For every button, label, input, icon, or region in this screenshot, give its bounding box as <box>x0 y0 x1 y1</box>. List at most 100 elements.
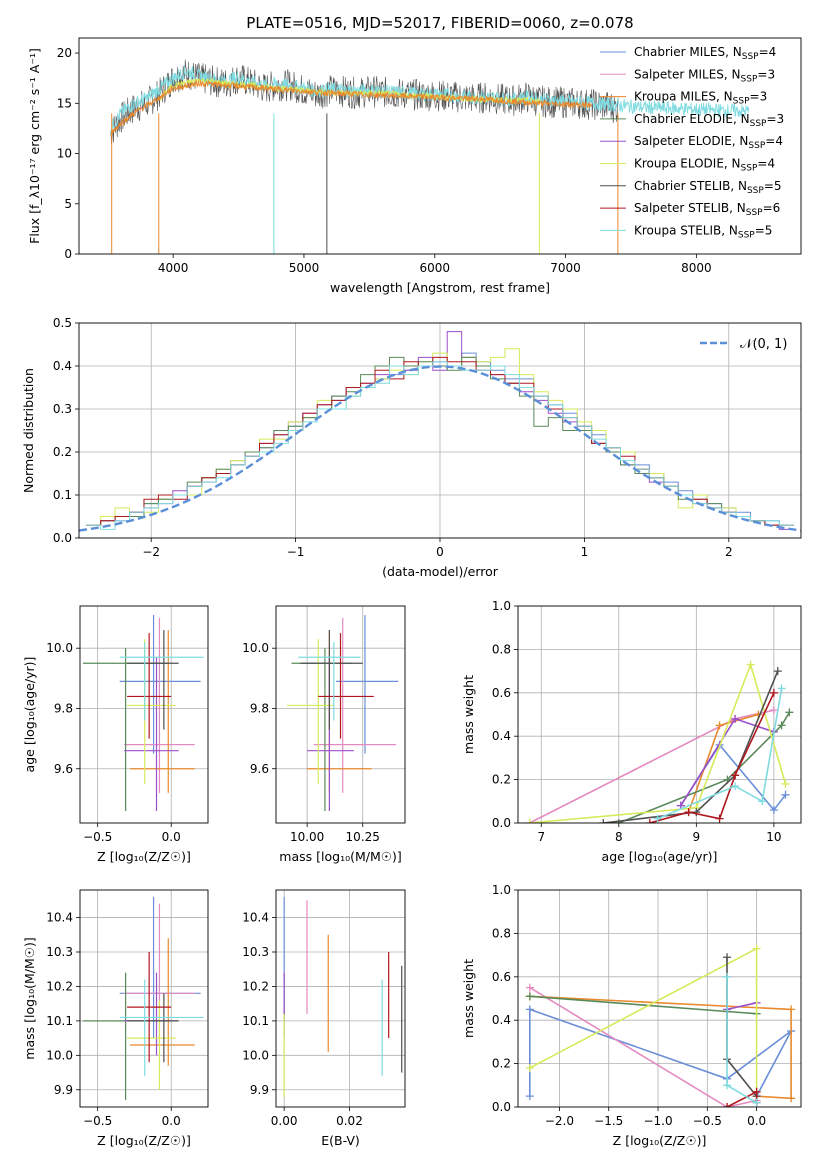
y-tick-label: 10.4 <box>242 911 269 925</box>
y-axis-label: age [log₁₀(age/yr)] <box>22 657 37 773</box>
weight-marker <box>769 805 778 814</box>
x-tick-label: 8 <box>615 830 623 844</box>
x-tick-label: 0.0 <box>162 1114 181 1128</box>
y-axis-label: Normed distribution <box>21 368 36 493</box>
plot-area <box>276 890 405 1107</box>
histogram-step <box>86 361 794 530</box>
weight-line <box>618 711 791 823</box>
y-tick-label: 9.8 <box>54 701 73 715</box>
weight-marker <box>653 814 662 823</box>
y-tick-label: 0.2 <box>492 1057 511 1071</box>
x-tick-label: 10.00 <box>290 830 324 844</box>
weight-line <box>726 976 758 1104</box>
weight-marker <box>723 1081 732 1090</box>
weight-marker <box>723 953 732 962</box>
x-tick-label: −0.5 <box>83 1114 112 1128</box>
x-tick-label: 0.02 <box>336 1114 363 1128</box>
weight-marker <box>525 1005 534 1014</box>
axes-frame <box>517 605 802 824</box>
plot-area <box>276 606 405 823</box>
axes-frame <box>275 605 406 824</box>
x-tick-label: 7000 <box>550 261 581 275</box>
x-tick-label: 5000 <box>289 261 320 275</box>
weight-marker <box>525 1063 534 1072</box>
x-tick-label: 6000 <box>419 261 450 275</box>
x-tick-label: −0.5 <box>83 830 112 844</box>
x-tick-label: 10 <box>766 830 781 844</box>
plot-area <box>80 606 208 823</box>
weight-line <box>687 713 759 813</box>
weight-marker <box>731 714 740 723</box>
y-tick-label: 0.5 <box>53 316 72 330</box>
x-axis-label: Z [log₁₀(Z/Z☉)] <box>613 1133 707 1148</box>
weight-marker <box>715 721 724 730</box>
weight-line <box>528 1008 792 1097</box>
x-tick-label: 8000 <box>681 261 712 275</box>
y-tick-label: 9.8 <box>250 701 269 715</box>
y-tick-label: 0.4 <box>53 359 72 373</box>
x-axis-label: Z [log₁₀(Z/Z☉)] <box>97 1133 191 1148</box>
weight-marker <box>645 819 654 823</box>
y-tick-label: 0.2 <box>53 445 72 459</box>
y-tick-label: 10.2 <box>46 979 73 993</box>
panel-age_vs_mass: 10.00 10.25 9.6 9.8 10.0 mass [log₁₀(M/M☉)] <box>242 605 406 864</box>
y-tick-label: 10.2 <box>242 979 269 993</box>
x-tick-label: 9 <box>693 830 701 844</box>
weight-marker <box>781 779 790 788</box>
weight-marker <box>787 1005 796 1014</box>
weight-marker <box>746 660 755 669</box>
legend-label: Chabrier ELODIE, NSSP=3 <box>634 112 784 129</box>
legend-label: Chabrier STELIB, NSSP=5 <box>634 179 782 196</box>
y-axis-label: mass weight <box>461 675 476 754</box>
y-tick-label: 20 <box>57 46 72 60</box>
weight-line <box>657 688 783 820</box>
x-axis-label: mass [log₁₀(M/M☉)] <box>279 849 401 864</box>
axes-frame <box>275 889 406 1108</box>
weight-marker <box>525 1092 534 1101</box>
legend-label: Salpeter MILES, NSSP=3 <box>634 67 775 84</box>
x-tick-label: −2.0 <box>545 1114 574 1128</box>
weight-marker <box>614 819 623 823</box>
x-axis-label: age [log₁₀(age/yr)] <box>602 849 718 864</box>
panel-residuals: −2 −1 0 1 2 0.0 0.1 0.2 0.3 0.4 0.5 (data-model)/er… <box>21 316 802 579</box>
y-tick-label: 10.0 <box>46 641 73 655</box>
y-axis-label: mass [log₁₀(M/M☉)] <box>22 937 37 1059</box>
weight-marker <box>777 721 786 730</box>
y-tick-label: 10 <box>57 147 72 161</box>
weight-marker <box>773 667 782 676</box>
y-tick-label: 10.0 <box>46 1048 73 1062</box>
figure-title: PLATE=0516, MJD=52017, FIBERID=0060, z=0… <box>246 14 633 32</box>
x-axis-label: Z [log₁₀(Z/Z☉)] <box>97 849 191 864</box>
y-tick-label: 0 <box>64 247 72 261</box>
y-tick-label: 5 <box>64 197 72 211</box>
y-tick-label: 9.6 <box>250 762 269 776</box>
panel-age_vs_Z: −0.5 0.0 9.6 9.8 10.0 Z [log₁₀(Z/Z☉)] age [log… <box>22 605 209 864</box>
weight-marker <box>758 797 767 806</box>
y-tick-label: 0.6 <box>492 970 511 984</box>
y-tick-label: 1.0 <box>492 599 511 613</box>
plot-area <box>109 59 750 254</box>
weight-marker <box>787 1094 796 1103</box>
plot-area <box>518 606 801 823</box>
x-tick-label: −0.5 <box>693 1114 722 1128</box>
legend-label: Salpeter ELODIE, NSSP=4 <box>634 134 783 151</box>
weight-line <box>529 995 757 1015</box>
plot-area <box>80 890 208 1107</box>
legend: Chabrier MILES, NSSP=4 Salpeter MILES, NS… <box>600 45 784 240</box>
panel-mass_vs_ebv: 0.00 0.02 9.9 10.0 10.1 10.2 10.3 10.4 E(B-V) <box>242 889 406 1148</box>
weight-marker <box>723 1103 732 1107</box>
y-tick-label: 0.1 <box>53 488 72 502</box>
y-tick-label: 10.4 <box>46 911 73 925</box>
weight-line <box>603 670 779 823</box>
y-tick-label: 1.0 <box>492 883 511 897</box>
axes-frame <box>79 889 209 1108</box>
legend-label: Kroupa STELIB, NSSP=5 <box>634 223 772 240</box>
spectrum-line <box>110 79 593 137</box>
axes-frame <box>517 889 802 1108</box>
y-tick-label: 0.3 <box>53 402 72 416</box>
y-axis-label: mass weight <box>461 959 476 1038</box>
legend-label: Chabrier MILES, NSSP=4 <box>634 45 776 62</box>
weight-marker <box>769 706 778 715</box>
weight-marker <box>752 1087 761 1096</box>
x-tick-label: 2 <box>725 545 733 559</box>
